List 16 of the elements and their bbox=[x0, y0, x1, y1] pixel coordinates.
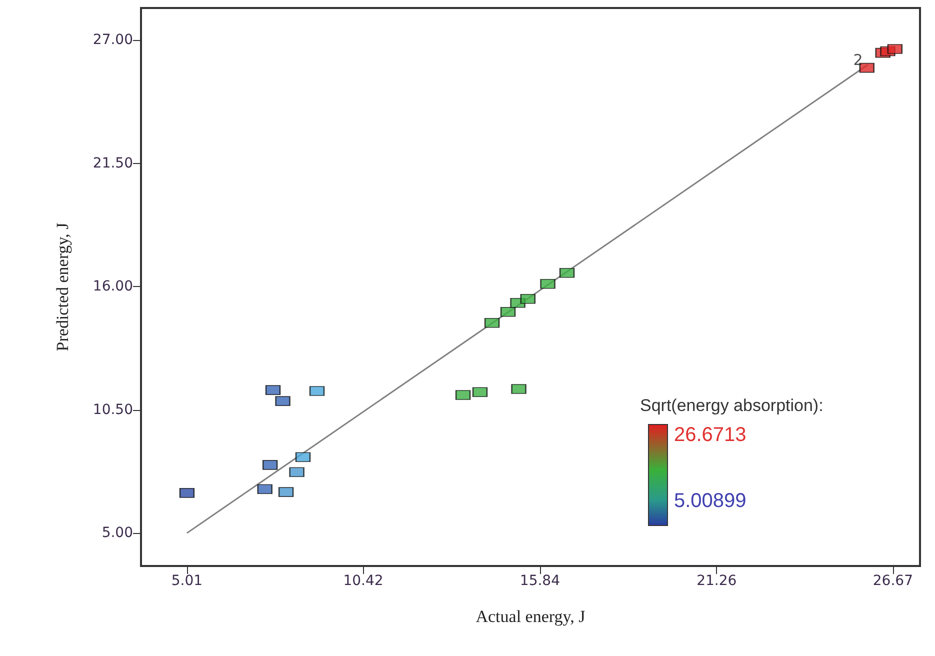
x-tick-label: 5.01 bbox=[171, 573, 203, 589]
annotation: 26.6713 bbox=[674, 424, 746, 447]
annotation: 2 bbox=[853, 51, 863, 70]
y-tick-label: 10.50 bbox=[92, 402, 133, 418]
x-tick-label: 10.42 bbox=[343, 573, 384, 589]
y-tick-label: 5.00 bbox=[102, 525, 133, 542]
y-axis-title: Predicted energy, J bbox=[53, 222, 72, 352]
color-bar-title: Sqrt(energy absorption): bbox=[640, 396, 824, 416]
y-tick-label: 21.50 bbox=[92, 155, 133, 172]
x-axis-title: Actual energy, J bbox=[476, 607, 586, 626]
x-tick-label: 15.84 bbox=[520, 573, 560, 589]
x-tick-label: 21.26 bbox=[696, 573, 737, 589]
x-tick-label: 26.67 bbox=[872, 573, 913, 589]
y-tick-label: 16.00 bbox=[92, 278, 133, 295]
y-tick-label: 27.00 bbox=[92, 32, 133, 48]
annotation: 5.00899 bbox=[674, 490, 746, 513]
